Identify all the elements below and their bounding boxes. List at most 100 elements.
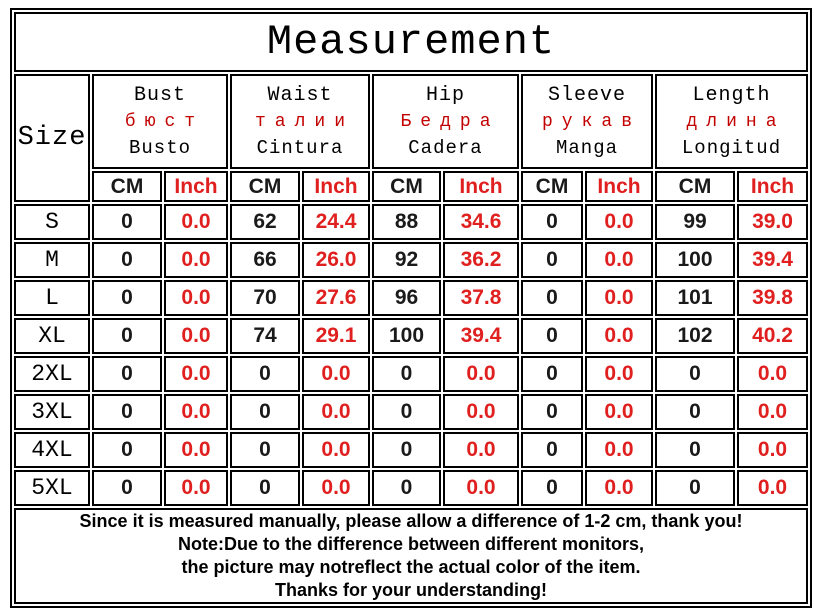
length-label-es: Longitud [681,136,782,159]
column-group-sleeve: Sleeve рукав Manga [521,74,653,169]
hip-cm-value: 0 [372,470,441,506]
length-cm-value: 0 [655,356,735,392]
length-cm-value: 0 [655,394,735,430]
sleeve-cm-header: CM [521,171,583,202]
waist-inch-value: 0.0 [302,432,370,468]
length-label-ru: длина [686,111,786,132]
sleeve-inch-value: 0.0 [585,432,653,468]
bust-inch-header: Inch [164,171,228,202]
size-label: 4XL [14,432,90,468]
sleeve-label-ru: рукав [541,111,641,132]
bust-label-ru: бюст [124,111,205,132]
hip-cm-value: 0 [372,356,441,392]
table-row-l: L 0 0.0 70 27.6 96 37.8 0 0.0 101 39.8 [14,280,808,316]
length-cm-value: 99 [655,204,735,240]
sleeve-cm-value: 0 [521,318,583,354]
bust-inch-value: 0.0 [164,432,228,468]
waist-cm-value: 62 [230,204,300,240]
sleeve-cm-value: 0 [521,356,583,392]
table-row-5xl: 5XL 0 0.0 0 0.0 0 0.0 0 0.0 0 0.0 [14,470,808,506]
bust-cm-value: 0 [92,280,162,316]
bust-cm-value: 0 [92,242,162,278]
bust-cm-header: CM [92,171,162,202]
size-label: S [14,204,90,240]
footer-row: Since it is measured manually, please al… [14,508,808,604]
bust-inch-value: 0.0 [164,204,228,240]
hip-inch-value: 0.0 [443,470,519,506]
hip-cm-value: 96 [372,280,441,316]
length-cm-value: 0 [655,470,735,506]
waist-cm-value: 0 [230,356,300,392]
sleeve-cm-value: 0 [521,204,583,240]
bust-header-stack: Bust бюст Busto [94,76,226,167]
waist-cm-value: 0 [230,394,300,430]
bust-inch-value: 0.0 [164,394,228,430]
waist-label-ru: талии [254,111,354,132]
sleeve-cm-value: 0 [521,394,583,430]
bust-inch-value: 0.0 [164,280,228,316]
size-label: 5XL [14,470,90,506]
waist-cm-value: 0 [230,470,300,506]
column-group-header-row: Size Bust бюст Busto Waist талии Cintura… [14,74,808,202]
hip-cm-value: 100 [372,318,441,354]
bust-inch-value: 0.0 [164,242,228,278]
sleeve-inch-value: 0.0 [585,242,653,278]
bust-cm-value: 0 [92,356,162,392]
table-row-m: M 0 0.0 66 26.0 92 36.2 0 0.0 100 39.4 [14,242,808,278]
length-cm-value: 101 [655,280,735,316]
sleeve-header-stack: Sleeve рукав Manga [523,76,651,167]
sleeve-inch-header: Inch [585,171,653,202]
hip-header-stack: Hip Бедра Cadera [374,76,517,167]
bust-cm-value: 0 [92,394,162,430]
length-inch-header: Inch [737,171,808,202]
length-inch-value: 39.8 [737,280,808,316]
waist-inch-value: 26.0 [302,242,370,278]
bust-inch-value: 0.0 [164,318,228,354]
hip-inch-value: 34.6 [443,204,519,240]
column-group-length: Length длина Longitud [655,74,808,169]
table-row-s: S 0 0.0 62 24.4 88 34.6 0 0.0 99 39.0 [14,204,808,240]
hip-label-es: Cadera [408,136,483,159]
length-header-stack: Length длина Longitud [657,76,806,167]
sleeve-cm-value: 0 [521,470,583,506]
length-inch-value: 39.0 [737,204,808,240]
waist-cm-value: 74 [230,318,300,354]
size-label: M [14,242,90,278]
length-inch-value: 0.0 [737,356,808,392]
sleeve-label-en: Sleeve [547,84,626,108]
waist-inch-value: 29.1 [302,318,370,354]
column-group-bust: Bust бюст Busto [92,74,228,169]
length-cm-value: 100 [655,242,735,278]
bust-cm-value: 0 [92,204,162,240]
hip-label-ru: Бедра [400,111,500,132]
sleeve-cm-value: 0 [521,432,583,468]
bust-label-es: Busto [128,136,191,159]
waist-cm-value: 70 [230,280,300,316]
sleeve-inch-value: 0.0 [585,280,653,316]
sleeve-inch-value: 0.0 [585,394,653,430]
sleeve-inch-value: 0.0 [585,356,653,392]
length-inch-value: 0.0 [737,470,808,506]
footer-note-line-4: Thanks for your understanding! [274,580,547,600]
bust-cm-value: 0 [92,318,162,354]
size-column-header: Size [14,74,90,202]
hip-inch-value: 0.0 [443,432,519,468]
footer-note-line-2: Note:Due to the difference between diffe… [177,534,645,554]
waist-cm-value: 66 [230,242,300,278]
footer-note-line-3: the picture may notreflect the actual co… [181,557,641,577]
hip-cm-value: 92 [372,242,441,278]
footer-note-line-1: Since it is measured manually, please al… [79,511,743,531]
length-cm-header: CM [655,171,735,202]
hip-inch-value: 37.8 [443,280,519,316]
sleeve-inch-value: 0.0 [585,470,653,506]
hip-cm-header: CM [372,171,441,202]
hip-cm-value: 0 [372,394,441,430]
column-group-hip: Hip Бедра Cadera [372,74,519,169]
waist-label-es: Cintura [256,136,344,159]
table-row-4xl: 4XL 0 0.0 0 0.0 0 0.0 0 0.0 0 0.0 [14,432,808,468]
column-group-waist: Waist талии Cintura [230,74,370,169]
sleeve-inch-value: 0.0 [585,204,653,240]
sleeve-cm-value: 0 [521,242,583,278]
sleeve-inch-value: 0.0 [585,318,653,354]
